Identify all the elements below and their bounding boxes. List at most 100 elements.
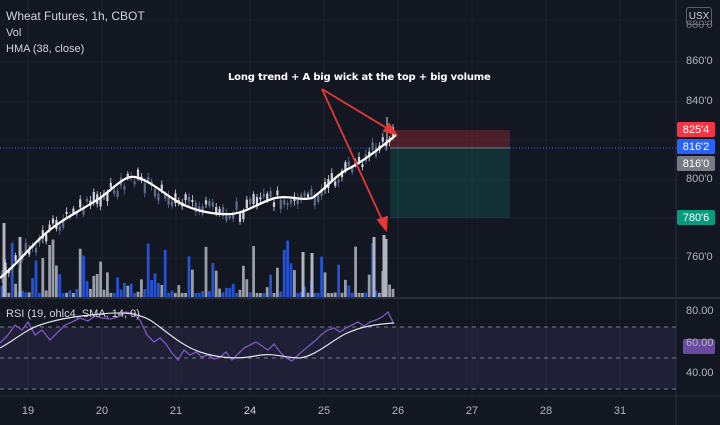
volume-bar: [177, 285, 181, 297]
volume-bar: [48, 244, 51, 297]
price-tick: 840'0: [686, 95, 713, 107]
volume-bar: [184, 292, 187, 297]
volume-bar: [301, 252, 305, 297]
volume-bar: [194, 292, 198, 297]
candle-body: [14, 255, 17, 261]
volume-bar: [306, 292, 310, 297]
stop-loss-zone[interactable]: [390, 130, 510, 148]
candle-body: [283, 199, 286, 205]
volume-bar: [27, 292, 31, 297]
volume-bar: [146, 243, 150, 297]
candle-body: [208, 201, 211, 206]
volume-bar: [38, 292, 41, 297]
volume-bar: [347, 285, 351, 297]
volume-bar: [357, 292, 361, 297]
time-tick: 20: [95, 405, 109, 417]
volume-bar: [262, 292, 266, 297]
candle-body: [238, 213, 242, 222]
candle-body: [255, 197, 259, 205]
time-tick: 21: [169, 405, 183, 417]
candle-body: [17, 260, 21, 265]
volume-bar: [150, 279, 153, 297]
candle-body: [157, 193, 160, 201]
volume-bar: [214, 270, 218, 297]
candle-body: [323, 182, 327, 190]
volume-bar: [72, 293, 75, 297]
volume-bar: [320, 256, 323, 297]
volume-bar: [143, 289, 147, 297]
target-price-badge: 780'6: [682, 211, 710, 224]
rsi-legend[interactable]: RSI (19, ohlc4, SMA, 14, 9): [6, 308, 140, 320]
volume-bar: [286, 240, 289, 297]
candle-body: [371, 142, 374, 151]
stop-price-badge: 825'4: [682, 123, 710, 136]
candle-body: [170, 201, 174, 207]
candle-body: [215, 207, 218, 214]
candle-body: [347, 161, 350, 166]
candle-body: [160, 184, 163, 190]
volume-bar: [313, 292, 317, 297]
volume-bar: [99, 261, 102, 297]
candle-body: [34, 248, 38, 253]
candle-body: [28, 249, 31, 255]
candle-body: [116, 190, 119, 197]
volume-bar: [14, 283, 17, 297]
time-tick: 28: [539, 405, 553, 417]
volume-bar: [238, 289, 242, 297]
candle-body: [252, 194, 255, 204]
volume-bar: [61, 292, 65, 297]
take-profit-zone[interactable]: [390, 148, 510, 218]
volume-bar: [378, 292, 381, 297]
volume-bar: [221, 292, 225, 297]
price-tick: 860'0: [686, 55, 713, 67]
volume-bars: [0, 223, 395, 297]
rsi-tick: 80.00: [686, 305, 714, 317]
volume-bar: [170, 290, 174, 297]
candle-body: [99, 197, 102, 207]
candle-body: [306, 194, 310, 198]
volume-bar: [78, 248, 82, 297]
volume-bar: [112, 292, 116, 297]
volume-bar: [21, 290, 24, 297]
volume-bar: [109, 292, 113, 297]
volume-bar: [204, 246, 208, 297]
candle-body: [289, 199, 293, 204]
volume-bar: [55, 265, 58, 297]
last-price-badge: 816'2: [682, 140, 710, 153]
currency-badge[interactable]: USX: [686, 7, 712, 25]
price-tick: 800'0: [686, 173, 713, 185]
candle-body: [48, 224, 51, 230]
volume-bar: [7, 292, 11, 297]
volume-bar: [65, 292, 68, 297]
volume-bar: [116, 277, 119, 297]
volume-bar: [201, 291, 204, 297]
chart-annotation-text[interactable]: Long trend + A big wick at the top + big…: [228, 72, 491, 83]
volume-bar: [75, 289, 79, 297]
volume-bar: [367, 274, 371, 297]
volume-legend[interactable]: Vol: [6, 27, 22, 39]
hma-legend[interactable]: HMA (38, close): [6, 43, 85, 55]
volume-bar: [180, 292, 184, 297]
volume-bar: [167, 292, 170, 297]
candle-body: [330, 173, 333, 181]
time-tick: 25: [317, 405, 331, 417]
volume-bar: [218, 288, 221, 297]
candle-body: [75, 212, 78, 216]
candle-body: [4, 262, 7, 272]
volume-bar: [296, 292, 300, 297]
volume-bar: [123, 282, 126, 297]
candle-body: [187, 196, 191, 202]
volume-bar: [34, 260, 38, 297]
time-tick: 31: [613, 405, 627, 417]
candle-body: [313, 195, 316, 206]
candle-body: [194, 202, 197, 212]
candle-body: [296, 197, 299, 204]
candle-body: [225, 212, 228, 221]
candle-body: [211, 202, 214, 207]
symbol-title[interactable]: Wheat Futures, 1h, CBOT: [6, 9, 145, 23]
volume-bar: [174, 292, 177, 297]
candle-body: [133, 181, 136, 185]
candle-body: [167, 195, 170, 205]
volume-bar: [310, 253, 314, 297]
